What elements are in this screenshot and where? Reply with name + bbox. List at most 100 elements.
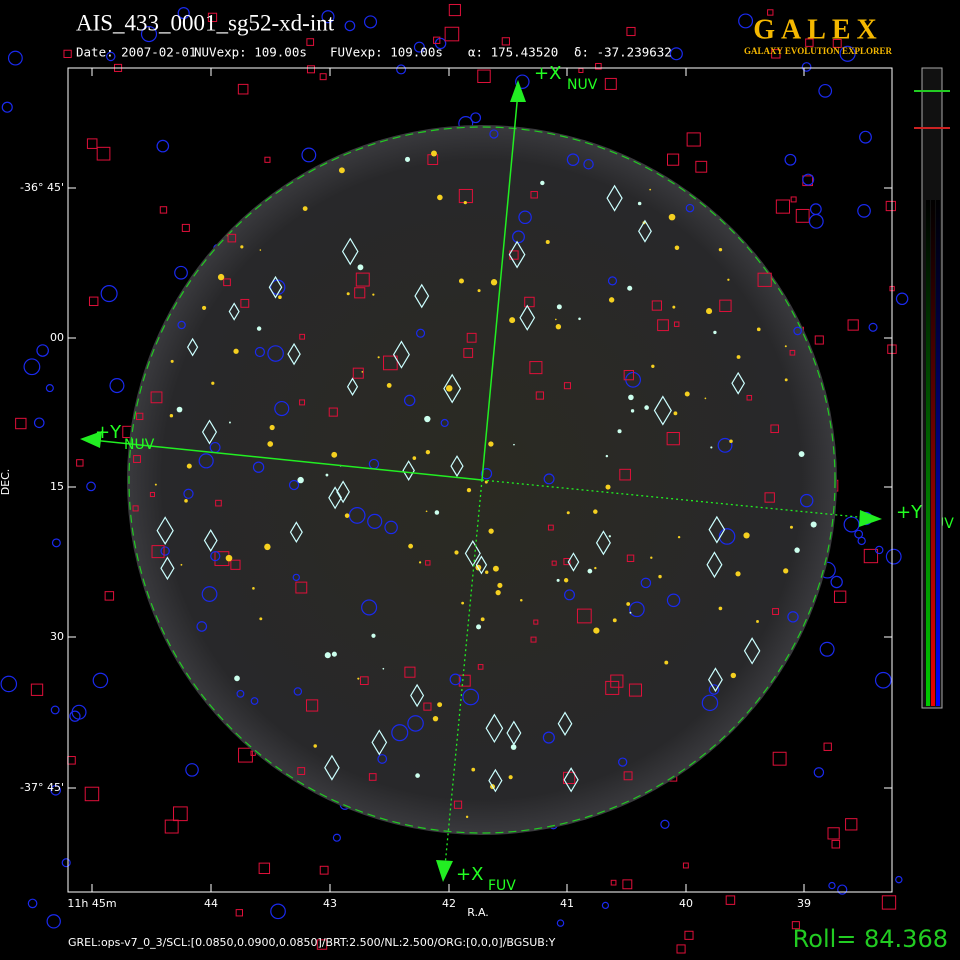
star: [202, 305, 207, 310]
catalog-circle: [813, 767, 825, 778]
catalog-circle: [292, 573, 300, 582]
diamond-marker: [595, 530, 611, 556]
catalog-square: [791, 921, 800, 930]
star: [492, 565, 499, 572]
catalog-circle: [396, 64, 407, 75]
catalog-circle: [618, 757, 628, 767]
catalog-circle: [542, 731, 555, 744]
catalog-square: [104, 591, 115, 601]
star: [608, 535, 611, 538]
catalog-square: [623, 771, 633, 781]
star: [735, 571, 741, 577]
diamond-marker: [328, 486, 343, 510]
star: [259, 617, 263, 621]
star: [508, 775, 513, 780]
catalog-square: [355, 272, 370, 287]
x-tick-label: 40: [679, 897, 693, 910]
catalog-circle: [629, 601, 645, 618]
catalog-circle: [174, 265, 188, 280]
star: [228, 421, 231, 424]
star: [256, 326, 262, 331]
catalog-square: [682, 862, 689, 869]
catalog-square: [772, 608, 779, 615]
star: [357, 677, 360, 680]
star: [798, 451, 805, 457]
catalog-circle: [717, 437, 733, 453]
diamond-marker: [606, 184, 623, 212]
star: [184, 499, 188, 503]
x-tick-label: 43: [323, 897, 337, 910]
catalog-circle: [462, 688, 480, 706]
star: [313, 744, 317, 748]
star: [371, 633, 376, 638]
plot-frame: [67, 67, 893, 893]
catalog-circle: [784, 153, 797, 166]
catalog-circle: [344, 20, 356, 32]
catalog-square: [76, 459, 84, 467]
star: [445, 385, 453, 392]
star: [480, 617, 485, 622]
catalog-square: [477, 69, 491, 83]
catalog-square: [767, 9, 774, 16]
catalog-square: [823, 742, 832, 751]
star: [418, 561, 422, 564]
x-axis-title: R.A.: [467, 906, 489, 919]
y-tick-label: -37° 45': [20, 781, 64, 794]
star: [331, 651, 337, 657]
catalog-circle: [33, 417, 45, 429]
catalog-circle: [489, 129, 499, 139]
catalog-square: [578, 67, 584, 73]
catalog-circle: [50, 705, 60, 715]
catalog-square: [453, 800, 463, 809]
catalog-square: [757, 272, 772, 287]
nuv-x-axis: [481, 91, 519, 481]
star: [382, 667, 385, 670]
catalog-square: [88, 296, 99, 307]
catalog-circle: [701, 694, 719, 712]
star: [628, 394, 634, 401]
catalog-square: [772, 751, 787, 766]
catalog-circle: [270, 903, 286, 920]
catalog-square: [423, 702, 432, 711]
catalog-square: [207, 12, 218, 22]
catalog-square: [237, 83, 249, 95]
catalog-square: [622, 879, 633, 890]
catalog-circle: [254, 346, 265, 358]
catalog-square: [529, 361, 543, 375]
star: [466, 487, 472, 493]
star: [297, 476, 304, 484]
catalog-circle: [7, 50, 23, 66]
catalog-circle: [857, 204, 871, 218]
star: [630, 409, 635, 413]
catalog-square: [30, 683, 44, 696]
catalog-square: [227, 233, 237, 243]
catalog-square: [305, 699, 319, 712]
diamond-marker: [506, 720, 522, 746]
diamond-marker: [324, 754, 340, 781]
catalog-square: [725, 895, 736, 905]
star: [594, 566, 597, 570]
catalog-circle: [566, 153, 580, 166]
catalog-circle: [210, 551, 221, 562]
catalog-square: [845, 818, 858, 831]
star: [651, 364, 655, 368]
catalog-circle: [885, 548, 902, 565]
catalog-square: [477, 664, 484, 670]
catalog-circle: [449, 673, 462, 686]
catalog-square: [771, 49, 781, 59]
catalog-square: [501, 37, 510, 46]
x-tick-label: 11h 45m: [67, 897, 116, 910]
logo-subtitle: GALAXY EVOLUTION EXPLORER: [744, 46, 893, 56]
catalog-circle: [46, 914, 61, 929]
star: [706, 308, 713, 315]
catalog-circle: [828, 881, 836, 890]
catalog-circle: [515, 74, 530, 89]
x-tick-label: 42: [442, 897, 456, 910]
catalog-circle: [818, 83, 833, 98]
catalog-circle: [250, 697, 259, 705]
catalog-square: [764, 492, 775, 503]
catalog-square: [863, 548, 879, 564]
catalog-square: [151, 545, 165, 559]
diamond-marker: [336, 480, 350, 504]
catalog-circle: [819, 641, 835, 657]
